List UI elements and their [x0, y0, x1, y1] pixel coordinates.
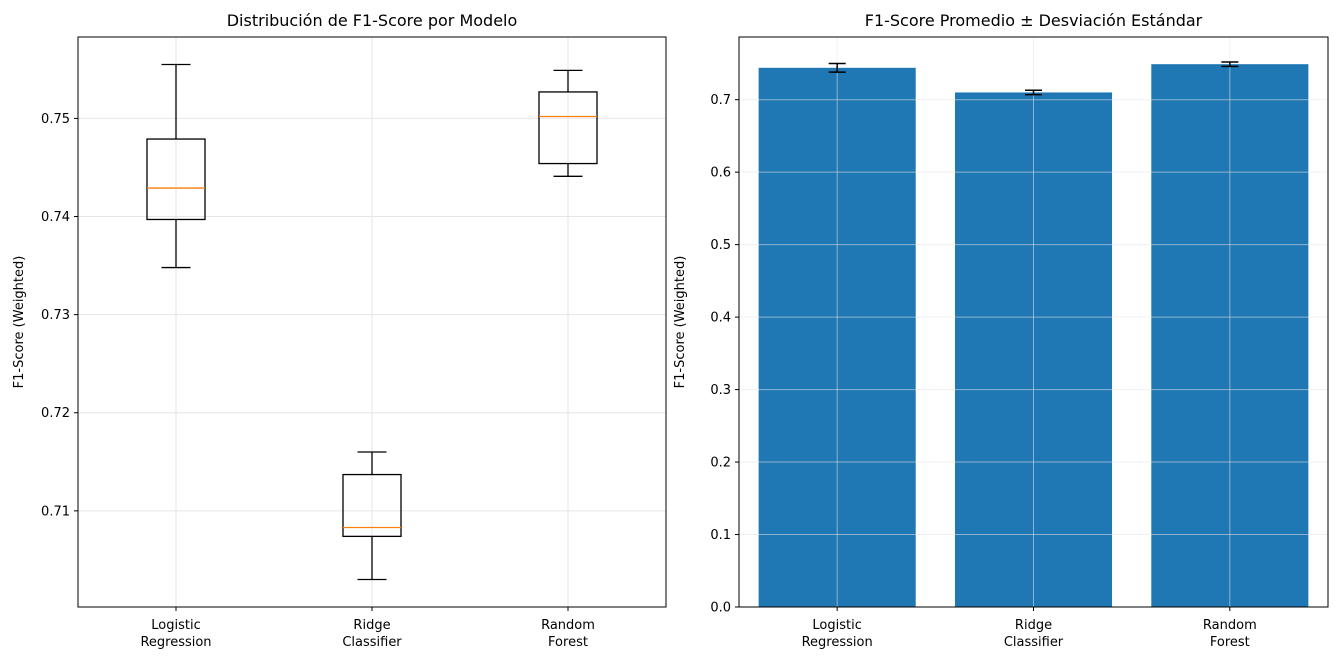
x-tick-label: Logistic: [151, 618, 200, 633]
y-tick-label: 0.4: [710, 311, 731, 326]
error-bar-0: [828, 62, 846, 73]
x-tick-label: Ridge: [1015, 618, 1052, 633]
x-tick-label: Forest: [1210, 635, 1250, 650]
x-tick-label: Classifier: [1004, 635, 1064, 650]
y-tick-label: 0.75: [41, 112, 70, 127]
barchart-panel: F1-Score Promedio ± Desviación Estándar …: [673, 11, 1329, 650]
boxplot-marks: [146, 63, 598, 581]
y-tick-label: 0.3: [710, 383, 731, 398]
y-tick-label: 0.2: [710, 456, 731, 471]
x-tick-label: Regression: [802, 635, 873, 650]
error-bars: [828, 61, 1239, 96]
boxplot-grid: [78, 37, 666, 607]
x-tick-label: Classifier: [342, 635, 402, 650]
y-tick-label: 0.6: [710, 166, 731, 181]
barchart-y-axis-label: F1-Score (Weighted): [673, 256, 688, 389]
y-tick-label: 0.72: [41, 406, 70, 421]
boxplot-panel: Distribución de F1-Score por Modelo F1-S…: [12, 11, 667, 650]
x-tick-label: Forest: [548, 635, 588, 650]
y-tick-label: 0.1: [710, 528, 731, 543]
error-bar-1: [1025, 89, 1042, 96]
y-tick-label: 0.0: [710, 601, 731, 616]
error-bar-2: [1221, 61, 1239, 68]
y-tick-label: 0.7: [710, 93, 731, 108]
boxplot-y-axis-label: F1-Score (Weighted): [12, 256, 27, 389]
x-tick-label: Logistic: [812, 618, 861, 633]
x-tick-label: Ridge: [353, 618, 390, 633]
iqr-box: [538, 91, 598, 165]
y-tick-label: 0.74: [41, 210, 70, 225]
boxplot-title: Distribución de F1-Score por Modelo: [227, 11, 518, 30]
iqr-box: [342, 473, 402, 538]
boxplot-ticks: 0.71 0.72 0.73 0.74 0.75 Logistic Regression Ri…: [41, 112, 595, 650]
x-tick-label: Regression: [140, 635, 211, 650]
box-2: [538, 69, 598, 177]
x-tick-label: Random: [541, 618, 595, 633]
box-1: [342, 451, 402, 581]
y-tick-label: 0.71: [41, 504, 70, 519]
barchart-title: F1-Score Promedio ± Desviación Estándar: [865, 11, 1203, 30]
iqr-box: [146, 138, 206, 221]
x-tick-label: Random: [1203, 618, 1257, 633]
y-tick-label: 0.73: [41, 308, 70, 323]
barchart-ticks: 0.0 0.1 0.2 0.3 0.4 0.5 0.6 0.7 Logistic Regressi…: [710, 93, 1256, 650]
y-tick-label: 0.5: [710, 238, 731, 253]
box-0: [146, 63, 206, 269]
